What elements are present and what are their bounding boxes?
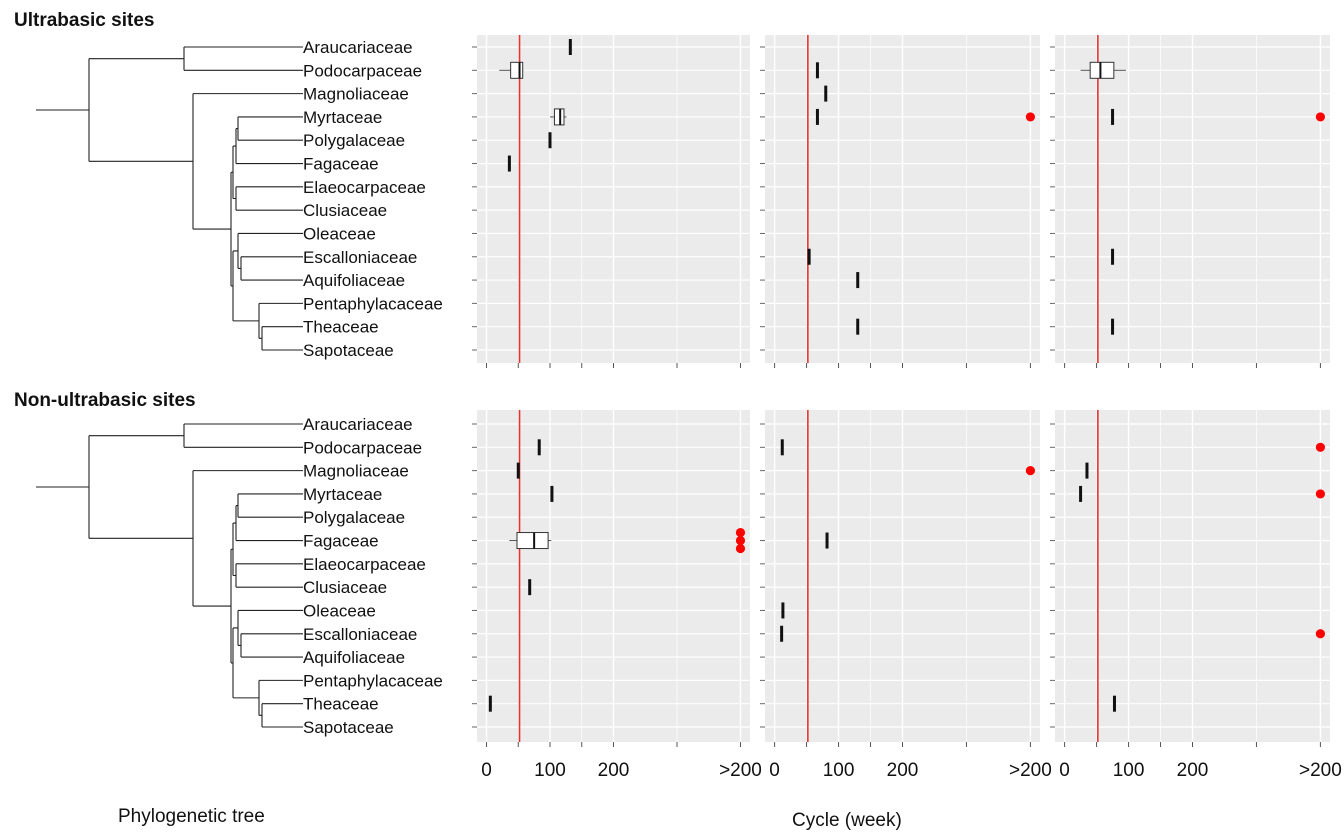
x-tick-label: >200	[1009, 760, 1052, 781]
family-label: Myrtaceae	[303, 108, 382, 127]
outlier-point	[735, 535, 746, 546]
tree-branch	[89, 470, 303, 607]
family-label: Aquifoliaceae	[303, 271, 405, 290]
family-label: Pentaphylacaceae	[303, 294, 443, 313]
family-label: Polygalaceae	[303, 131, 405, 150]
family-label: Podocarpaceae	[303, 61, 422, 80]
outlier-point	[1315, 629, 1326, 639]
family-label: Escalloniaceae	[303, 625, 417, 644]
box-iqr	[510, 61, 524, 79]
phylogenetic-tree-caption: Phylogenetic tree	[118, 806, 265, 827]
outlier-point	[1315, 489, 1326, 499]
family-label: Theaceae	[303, 695, 379, 714]
family-label: Magnoliaceae	[303, 85, 409, 104]
x-tick-label: 200	[598, 760, 630, 781]
outlier-point	[1025, 466, 1036, 476]
outlier-point	[1315, 112, 1326, 122]
tree-branch	[233, 679, 303, 728]
outlier-point	[1025, 112, 1036, 122]
family-label: Myrtaceae	[303, 485, 382, 504]
x-tick-label: 0	[1059, 760, 1070, 781]
family-label: Elaeocarpaceae	[303, 178, 426, 197]
family-label: Oleaceae	[303, 224, 376, 243]
outlier-point	[735, 527, 746, 538]
section-title-ultrabasic: Ultrabasic sites	[14, 10, 155, 31]
x-tick-label: 100	[823, 760, 855, 781]
tree-branch	[36, 435, 90, 539]
section-title-non-ultrabasic: Non-ultrabasic sites	[14, 390, 196, 411]
tree-branch	[231, 609, 303, 698]
family-label: Theaceae	[303, 318, 379, 337]
family-label: Clusiaceae	[303, 201, 387, 220]
tree-branch	[36, 58, 90, 162]
outlier-point	[1315, 442, 1326, 452]
x-tick-label: 0	[769, 760, 780, 781]
x-tick-label: >200	[719, 760, 762, 781]
box-iqr	[1089, 61, 1115, 79]
family-label: Escalloniaceae	[303, 248, 417, 267]
box-iqr	[516, 532, 549, 550]
tree-branch	[233, 302, 303, 351]
x-axis-title: Cycle (week)	[792, 810, 902, 831]
outlier-point	[735, 543, 746, 554]
family-label: Clusiaceae	[303, 578, 387, 597]
family-label: Podocarpaceae	[303, 438, 422, 457]
family-label: Oleaceae	[303, 601, 376, 620]
family-label: Fagaceae	[303, 532, 379, 551]
family-label: Araucariaceae	[303, 415, 413, 434]
family-label: Pentaphylacaceae	[303, 671, 443, 690]
family-label: Polygalaceae	[303, 508, 405, 527]
tree-branch	[89, 46, 303, 71]
tree-branch	[89, 423, 303, 448]
tree-branch	[233, 186, 303, 211]
x-tick-label: 200	[1177, 760, 1209, 781]
x-tick-label: >200	[1299, 760, 1342, 781]
tree-branch	[231, 116, 303, 199]
family-label: Magnoliaceae	[303, 462, 409, 481]
family-label: Araucariaceae	[303, 38, 413, 57]
family-label: Sapotaceae	[303, 341, 394, 360]
x-tick-label: 100	[534, 760, 566, 781]
tree-branch	[89, 93, 303, 230]
family-label: Fagaceae	[303, 155, 379, 174]
x-tick-label: 100	[1113, 760, 1145, 781]
tree-branch	[233, 563, 303, 588]
tree-branch	[231, 493, 303, 576]
x-tick-label: 0	[481, 760, 492, 781]
tree-branch	[231, 232, 303, 321]
family-label: Aquifoliaceae	[303, 648, 405, 667]
x-tick-label: 200	[887, 760, 919, 781]
family-label: Elaeocarpaceae	[303, 555, 426, 574]
family-label: Sapotaceae	[303, 718, 394, 737]
